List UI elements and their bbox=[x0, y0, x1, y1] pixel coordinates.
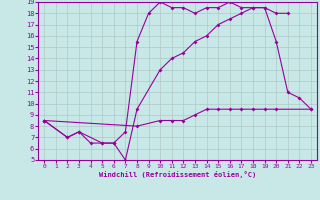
X-axis label: Windchill (Refroidissement éolien,°C): Windchill (Refroidissement éolien,°C) bbox=[99, 171, 256, 178]
